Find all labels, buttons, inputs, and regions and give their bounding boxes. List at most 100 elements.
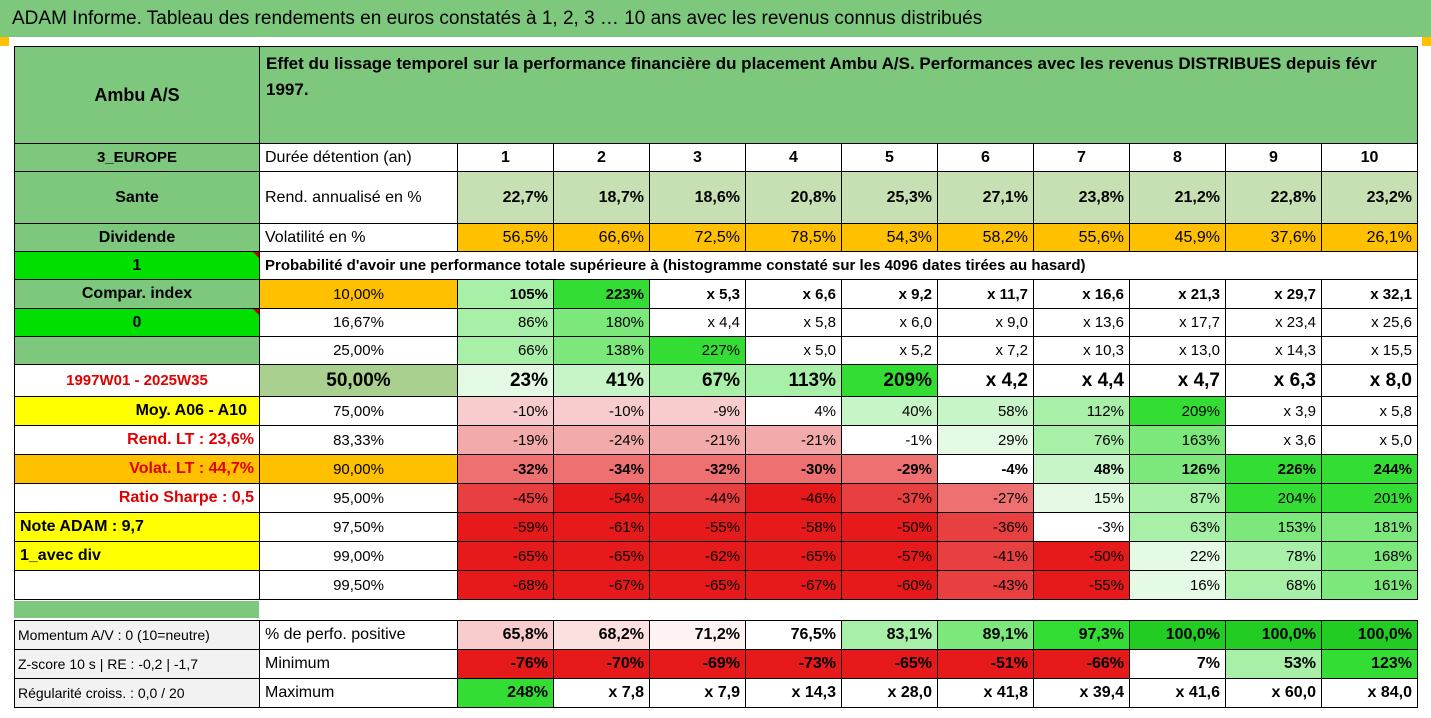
quantile-pct: 25,00%	[259, 336, 458, 365]
year-header: 5	[841, 143, 938, 172]
quantile-value: 15%	[1033, 483, 1130, 513]
rend-value: 27,1%	[937, 171, 1034, 224]
side-label: 0	[14, 308, 260, 337]
corner-marker	[1422, 37, 1431, 46]
quantile-row: 25,00% 66% 138% 227% x 5,0 x 5,2 x 7,2 x 10,3 x …	[14, 336, 1418, 365]
quantile-value: -29%	[841, 454, 938, 484]
quantile-value: -46%	[745, 483, 842, 513]
quantile-row: 0 16,67% 86% 180% x 4,4 x 5,8 x 6,0 x 9,0 x 13,6…	[14, 308, 1418, 337]
year-header: 8	[1129, 143, 1226, 172]
quantile-value: 168%	[1321, 541, 1418, 571]
vol-value: 55,6%	[1033, 223, 1130, 252]
summary-value: 53%	[1225, 649, 1322, 679]
quantile-value: -65%	[745, 541, 842, 571]
summary-value: x 28,0	[841, 678, 938, 708]
quantile-row: Note ADAM : 9,7 97,50% -59% -61% -55% -58% -50…	[14, 512, 1418, 542]
summary-value: x 60,0	[1225, 678, 1322, 708]
rend-value: 23,8%	[1033, 171, 1130, 224]
summary-value: 100,0%	[1321, 620, 1418, 650]
quantile-value: 67%	[649, 364, 746, 397]
quantile-value: 161%	[1321, 570, 1418, 600]
quantile-value: -67%	[745, 570, 842, 600]
quantile-pct: 97,50%	[259, 512, 458, 542]
quantile-pct: 83,33%	[259, 425, 458, 455]
quantile-value: x 5,3	[649, 279, 746, 309]
quantile-value: -67%	[553, 570, 650, 600]
quantile-value: x 8,0	[1321, 364, 1418, 397]
summary-value: 71,2%	[649, 620, 746, 650]
quantile-value: -10%	[457, 396, 554, 426]
summary-value: 100,0%	[1129, 620, 1226, 650]
corner-marker	[0, 37, 9, 46]
quantile-value: -55%	[1033, 570, 1130, 600]
quantile-value: 29%	[937, 425, 1034, 455]
quantile-value: 16%	[1129, 570, 1226, 600]
summary-value: x 39,4	[1033, 678, 1130, 708]
quantile-value: 105%	[457, 279, 554, 309]
flag-one: 1	[14, 251, 260, 280]
quantile-value: 66%	[457, 336, 554, 365]
year-header: 1	[457, 143, 554, 172]
vol-value: 37,6%	[1225, 223, 1322, 252]
quantile-pct: 10,00%	[259, 279, 458, 309]
spacer-bar	[14, 601, 259, 618]
summary-value: -66%	[1033, 649, 1130, 679]
quantile-value: 181%	[1321, 512, 1418, 542]
quantile-row: 99,50% -68% -67% -65% -67% -60% -43% -55% 16% 68%…	[14, 570, 1418, 600]
quantile-value: -59%	[457, 512, 554, 542]
quantile-value: x 15,5	[1321, 336, 1418, 365]
summary-value: -69%	[649, 649, 746, 679]
quantile-value: x 6,6	[745, 279, 842, 309]
quantile-value: 126%	[1129, 454, 1226, 484]
summary-value: 248%	[457, 678, 554, 708]
quantile-value: x 6,3	[1225, 364, 1322, 397]
summary-value: -70%	[553, 649, 650, 679]
quantile-value: x 5,2	[841, 336, 938, 365]
quantile-pct: 50,00%	[259, 364, 458, 397]
vol-value: 45,9%	[1129, 223, 1226, 252]
summary-label: % de perfo. positive	[259, 620, 458, 650]
quantile-value: -50%	[1033, 541, 1130, 571]
side-label: Note ADAM : 9,7	[14, 512, 260, 542]
quantile-value: 153%	[1225, 512, 1322, 542]
summary-row: Momentum A/V : 0 (10=neutre)% de perfo. …	[14, 620, 1418, 650]
quantile-value: 113%	[745, 364, 842, 397]
quantile-value: -60%	[841, 570, 938, 600]
quantile-value: -21%	[745, 425, 842, 455]
quantile-value: -34%	[553, 454, 650, 484]
quantile-value: -65%	[649, 570, 746, 600]
quantile-value: -68%	[457, 570, 554, 600]
quantile-value: -44%	[649, 483, 746, 513]
quantile-row: Moy. A06 - A10 75,00% -10% -10% -9% 4% 40% 58% 1…	[14, 396, 1418, 426]
side-label: Volat. LT : 44,7%	[14, 454, 260, 484]
vol-value: 26,1%	[1321, 223, 1418, 252]
duree-label: Durée détention (an)	[259, 143, 458, 172]
quantile-value: x 14,3	[1225, 336, 1322, 365]
vol-value: 54,3%	[841, 223, 938, 252]
year-header: 4	[745, 143, 842, 172]
quantile-value: x 9,0	[937, 308, 1034, 337]
quantile-value: -43%	[937, 570, 1034, 600]
quantile-value: -32%	[457, 454, 554, 484]
quantile-value: 227%	[649, 336, 746, 365]
summary-side-label: Momentum A/V : 0 (10=neutre)	[14, 620, 260, 650]
quantile-value: x 11,7	[937, 279, 1034, 309]
side-label: 1997W01 - 2025W35	[14, 364, 260, 397]
quantile-value: -19%	[457, 425, 554, 455]
summary-label: Maximum	[259, 678, 458, 708]
quantile-value: x 25,6	[1321, 308, 1418, 337]
quantile-value: x 13,6	[1033, 308, 1130, 337]
summary-side-label: Z-score 10 s | RE : -0,2 | -1,7	[14, 649, 260, 679]
quantile-value: -65%	[457, 541, 554, 571]
year-header: 9	[1225, 143, 1322, 172]
quantile-row: Volat. LT : 44,7% 90,00% -32% -34% -32% -30% -…	[14, 454, 1418, 484]
quantile-value: x 6,0	[841, 308, 938, 337]
side-label	[14, 336, 260, 365]
quantile-value: 180%	[553, 308, 650, 337]
rend-label: Rend. annualisé en %	[259, 171, 458, 224]
quantile-value: x 4,2	[937, 364, 1034, 397]
quantile-value: x 5,8	[1321, 396, 1418, 426]
quantile-value: 22%	[1129, 541, 1226, 571]
quantile-row: Ratio Sharpe : 0,5 95,00% -45% -54% -44% -46%…	[14, 483, 1418, 513]
quantile-value: x 23,4	[1225, 308, 1322, 337]
